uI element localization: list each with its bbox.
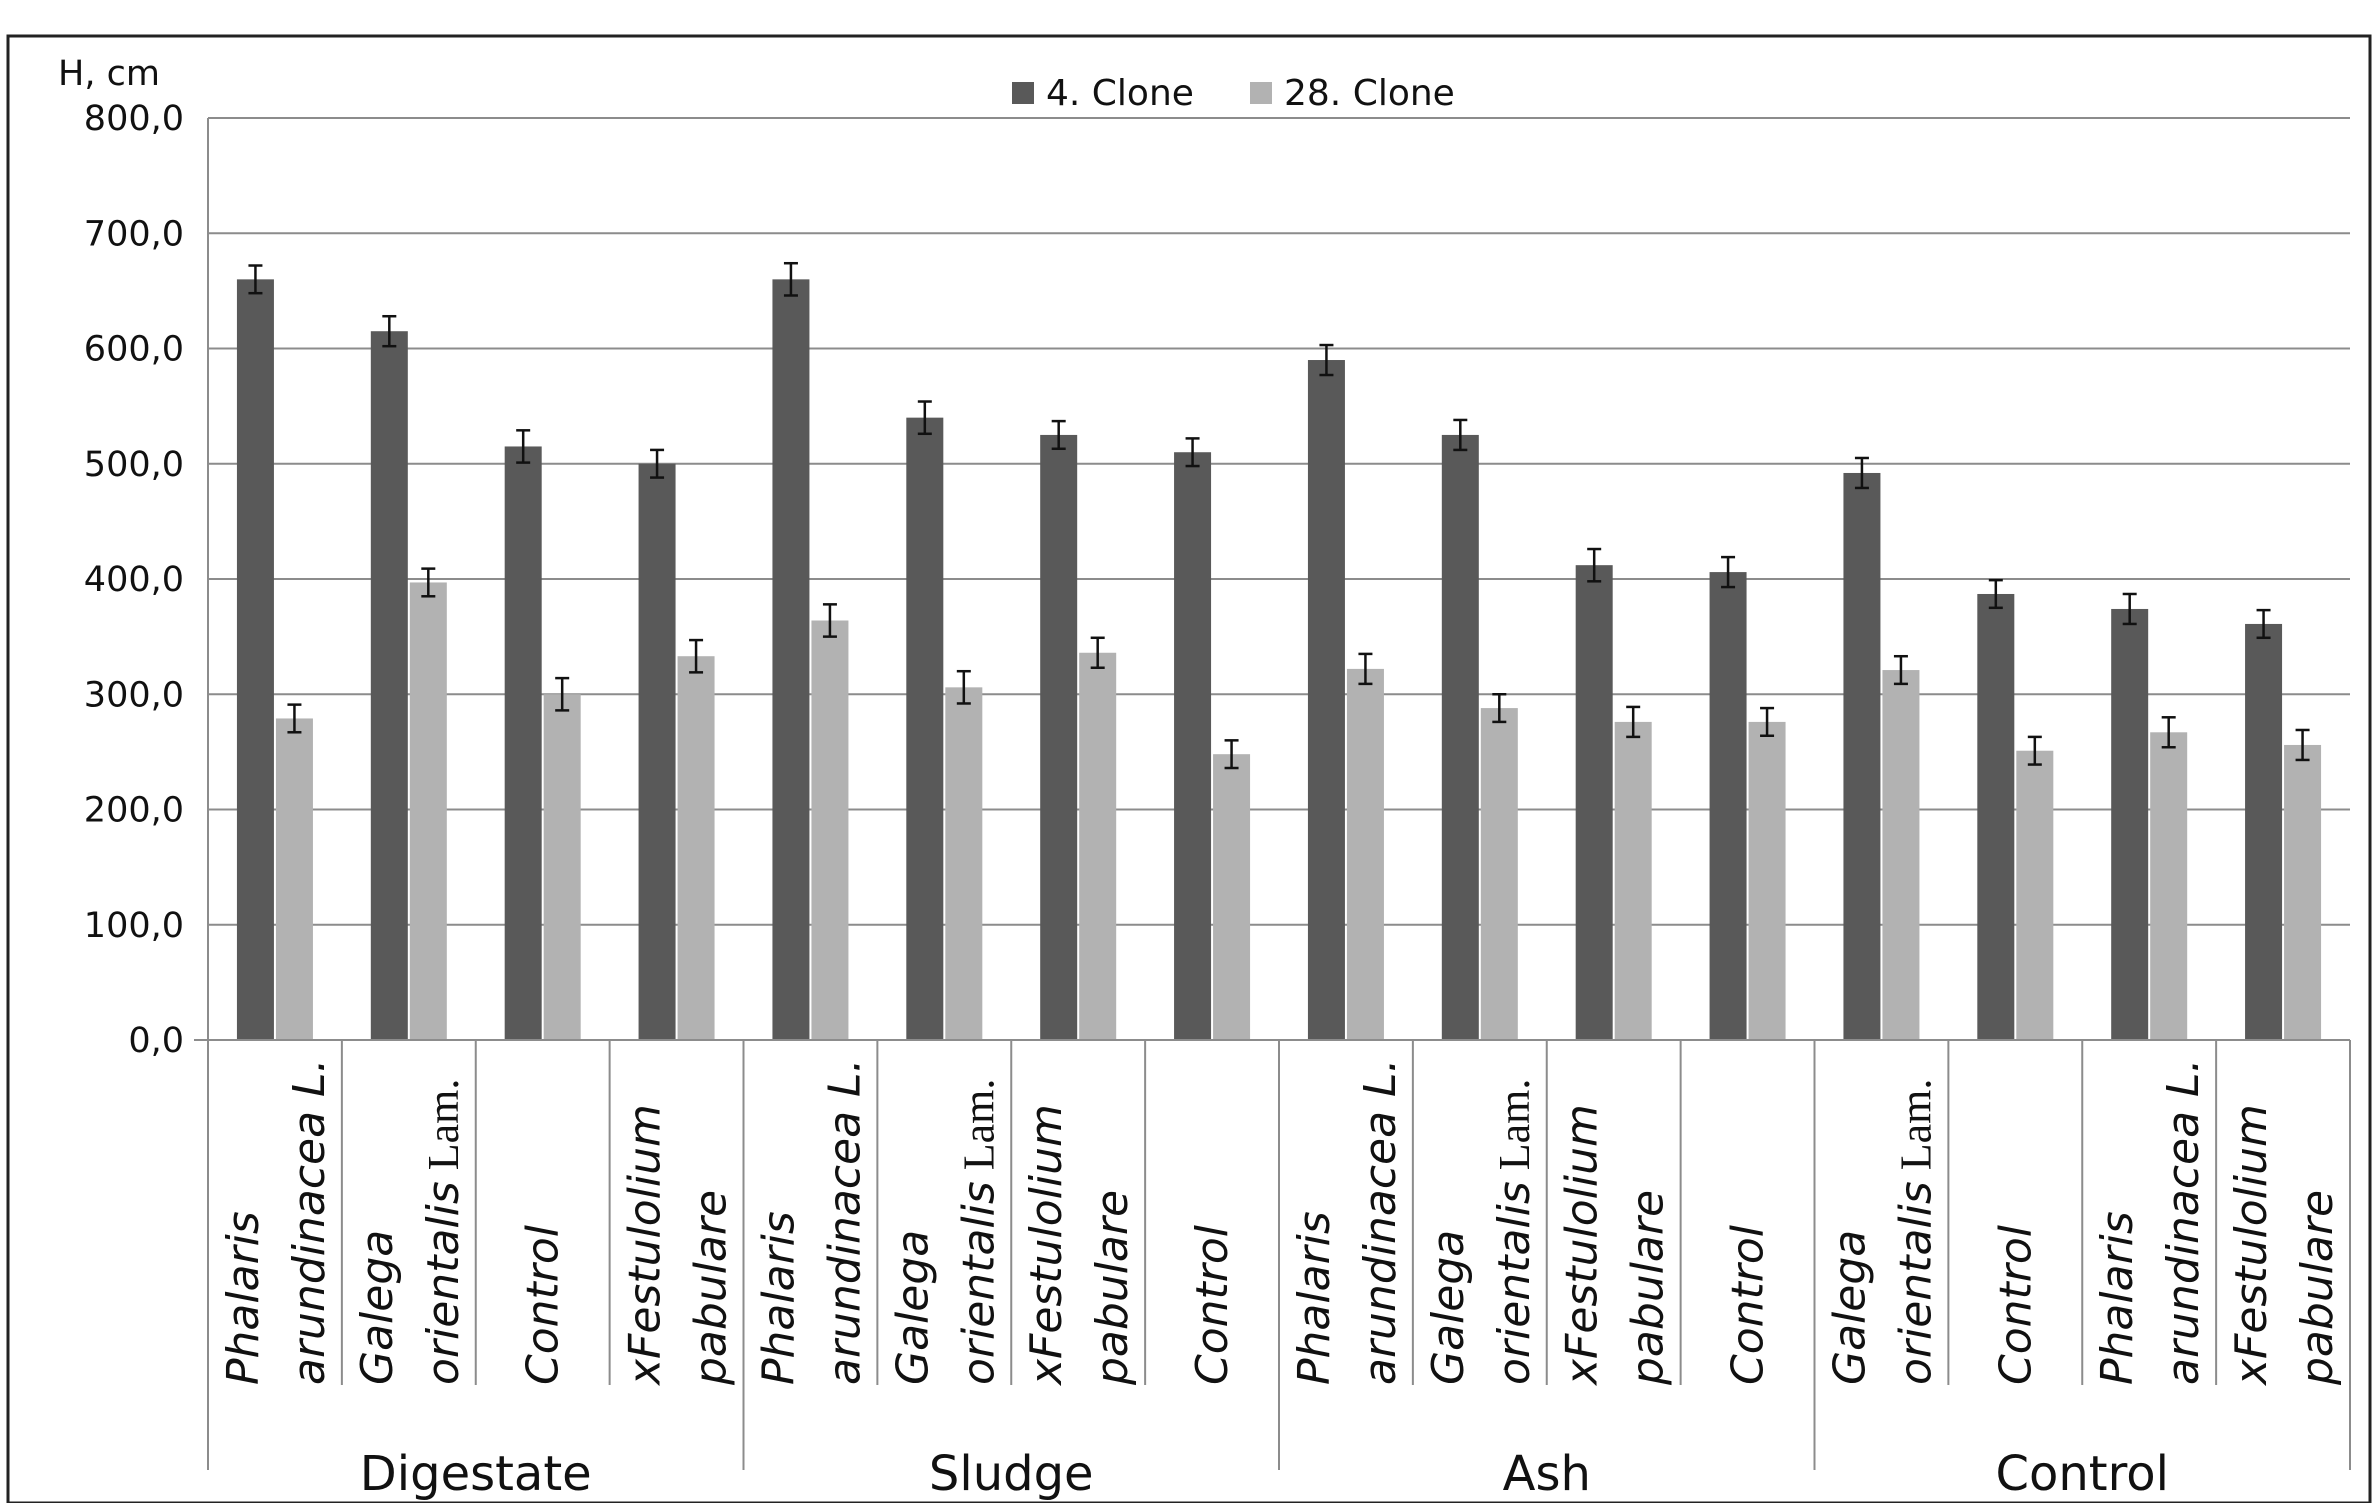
bar-28-clone [1748,721,1786,1040]
group-label: Digestate [360,1446,592,1502]
category-label: Galega [1423,1230,1474,1385]
legend-label-4-clone: 4. Clone [1046,73,1194,114]
category-label: pabulare [1087,1190,1138,1386]
bar-4-clone [906,417,944,1040]
category-label: Phalaris [753,1211,804,1385]
bar-28-clone [1614,721,1652,1040]
bar-28-clone [2284,744,2322,1040]
bar-4-clone [1709,572,1747,1040]
bar-4-clone [370,331,408,1040]
bar-4-clone [1977,593,2015,1040]
group-label: Sludge [929,1446,1094,1502]
category-label: Control [1723,1224,1774,1385]
bar-4-clone [638,463,676,1040]
legend: 4. Clone 28. Clone [1012,73,1455,114]
group-label: Control [1995,1446,2169,1502]
bar-4-clone [236,279,274,1041]
category-label: Galega [352,1230,403,1385]
category-label: pabulare [686,1190,737,1386]
category-label: Control [1990,1224,2041,1385]
y-tick-label: 500,0 [84,445,184,485]
chart-border [6,34,2372,1503]
category-label: orientalis Lam. [953,1079,1004,1385]
bar-28-clone [677,656,715,1040]
category-label: orientalis Lam. [418,1079,469,1385]
category-label: arundinacea L. [2158,1058,2209,1385]
bar-28-clone [811,620,849,1040]
bar-28-clone [945,687,983,1040]
category-label: xFestulolium [620,1104,671,1387]
category-label: arundinacea L. [284,1058,335,1385]
y-tick-label: 600,0 [84,330,184,370]
y-tick-label: 700,0 [84,214,184,254]
category-label: orientalis Lam. [1890,1079,1941,1385]
y-tick-label: 300,0 [84,675,184,715]
category-label: Control [518,1224,569,1385]
axes [194,118,2350,1041]
bar-4-clone [2111,608,2149,1040]
bar-4-clone [1174,452,1212,1041]
y-tick-label: 0,0 [128,1021,184,1061]
bars [236,279,2322,1041]
bar-28-clone [2016,750,2054,1040]
category-label: xFestulolium [1021,1104,1072,1387]
bar-4-clone [1441,434,1479,1040]
bar-28-clone [2150,732,2188,1040]
category-label: pabulare [2292,1190,2343,1386]
category-label: Control [1187,1224,1238,1385]
bar-28-clone [409,582,447,1040]
legend-label-28-clone: 28. Clone [1284,73,1455,114]
error-bars [248,261,2310,770]
bar-4-clone [1040,434,1078,1040]
y-tick-label: 400,0 [84,560,184,600]
category-label: arundinacea L. [1355,1058,1406,1385]
bar-28-clone [1346,668,1384,1040]
category-label: xFestulolium [1557,1104,1608,1387]
bar-28-clone [1882,670,1920,1040]
bar-28-clone [1213,754,1251,1040]
bar-28-clone [1480,708,1518,1040]
y-tick-label: 200,0 [84,791,184,831]
bar-28-clone [543,694,581,1040]
category-label: Galega [1824,1230,1875,1385]
bar-4-clone [772,279,810,1041]
category-labels: Phalaris arundinacea L. Galega orientalis L… [207,1040,2351,1470]
bar-28-clone [275,718,313,1040]
y-axis-title: H, cm [58,54,160,94]
bar-4-clone [504,446,542,1040]
bar-28-clone [1079,652,1117,1040]
bar-4-clone [1843,472,1881,1041]
group-label: Ash [1503,1446,1591,1502]
category-label: Phalaris [218,1211,269,1385]
bar-4-clone [1575,565,1613,1040]
legend-swatch-28-clone [1250,82,1272,104]
category-label: pabulare [1623,1190,1674,1386]
category-label: Phalaris [1289,1211,1340,1385]
legend-swatch-4-clone [1012,82,1034,104]
y-tick-labels: 0,0 100,0 200,0 300,0 400,0 500,0 600,0 700,0 80… [84,99,184,1061]
category-label: arundinacea L. [819,1058,870,1385]
y-tick-label: 100,0 [84,906,184,946]
bar-4-clone [1307,360,1345,1040]
bar-4-clone [2245,623,2283,1040]
category-label: Galega [887,1230,938,1385]
y-tick-label: 800,0 [84,99,184,139]
category-label: Phalaris [2092,1211,2143,1385]
category-label: orientalis Lam. [1489,1079,1540,1385]
category-label: xFestulolium [2226,1104,2277,1387]
group-labels: Digestate Sludge Ash Control [360,1446,2169,1502]
